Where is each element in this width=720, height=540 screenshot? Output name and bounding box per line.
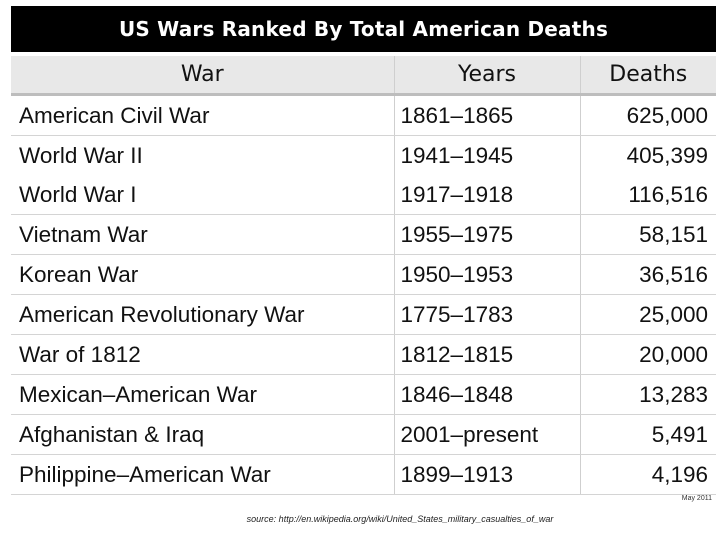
war-years: 2001–present [394,414,581,455]
war-deaths: 116,516 [580,175,716,215]
war-name: Mexican–American War [11,374,395,415]
table-row: War of 1812 1812–1815 20,000 [11,334,716,375]
table-row: Vietnam War 1955–1975 58,151 [11,214,716,255]
table-title: US Wars Ranked By Total American Deaths [11,6,716,52]
war-years: 1861–1865 [394,94,581,136]
war-name: American Revolutionary War [11,294,395,335]
war-years: 1941–1945 [394,135,581,175]
wars-table: War Years Deaths American Civil War 1861… [11,56,716,495]
war-deaths: 36,516 [580,254,716,295]
war-name: Korean War [11,254,395,295]
war-name: World War I [11,175,395,215]
table-row: American Revolutionary War 1775–1783 25,… [11,294,716,335]
header-deaths: Deaths [580,56,716,96]
table-row: Mexican–American War 1846–1848 13,283 [11,374,716,415]
war-years: 1917–1918 [394,175,581,215]
table-row: World War I 1917–1918 116,516 [11,175,716,215]
table-row: Afghanistan & Iraq 2001–present 5,491 [11,414,716,455]
table-row: Korean War 1950–1953 36,516 [11,254,716,295]
header-row: War Years Deaths [11,56,716,96]
war-years: 1812–1815 [394,334,581,375]
war-years: 1846–1848 [394,374,581,415]
war-deaths: 5,491 [580,414,716,455]
war-deaths: 58,151 [580,214,716,255]
header-years: Years [394,56,581,96]
war-name: American Civil War [11,94,395,136]
war-name: Philippine–American War [11,454,395,495]
table-row: American Civil War 1861–1865 625,000 [11,94,716,136]
war-deaths: 20,000 [580,334,716,375]
table-row: Philippine–American War 1899–1913 4,196 [11,454,716,495]
date-stamp: May 2011 [681,495,712,502]
war-deaths: 405,399 [626,142,708,168]
war-years: 1950–1953 [394,254,581,295]
war-name: Afghanistan & Iraq [11,414,395,455]
war-years: 1775–1783 [394,294,581,335]
war-deaths: 4,196 [580,454,716,495]
war-years: 1955–1975 [394,214,581,255]
source-citation: source: http://en.wikipedia.org/wiki/Uni… [246,514,554,524]
war-years: 1899–1913 [394,454,581,495]
war-deaths: 25,000 [580,294,716,335]
war-deaths: 625,000 [580,94,716,136]
header-war: War [11,56,395,96]
war-name: War of 1812 [11,334,395,375]
table-row: World War II 1941–1945 405,399 [11,135,716,175]
war-deaths: 13,283 [580,374,716,415]
war-name: World War II [11,135,395,175]
war-name: Vietnam War [11,214,395,255]
